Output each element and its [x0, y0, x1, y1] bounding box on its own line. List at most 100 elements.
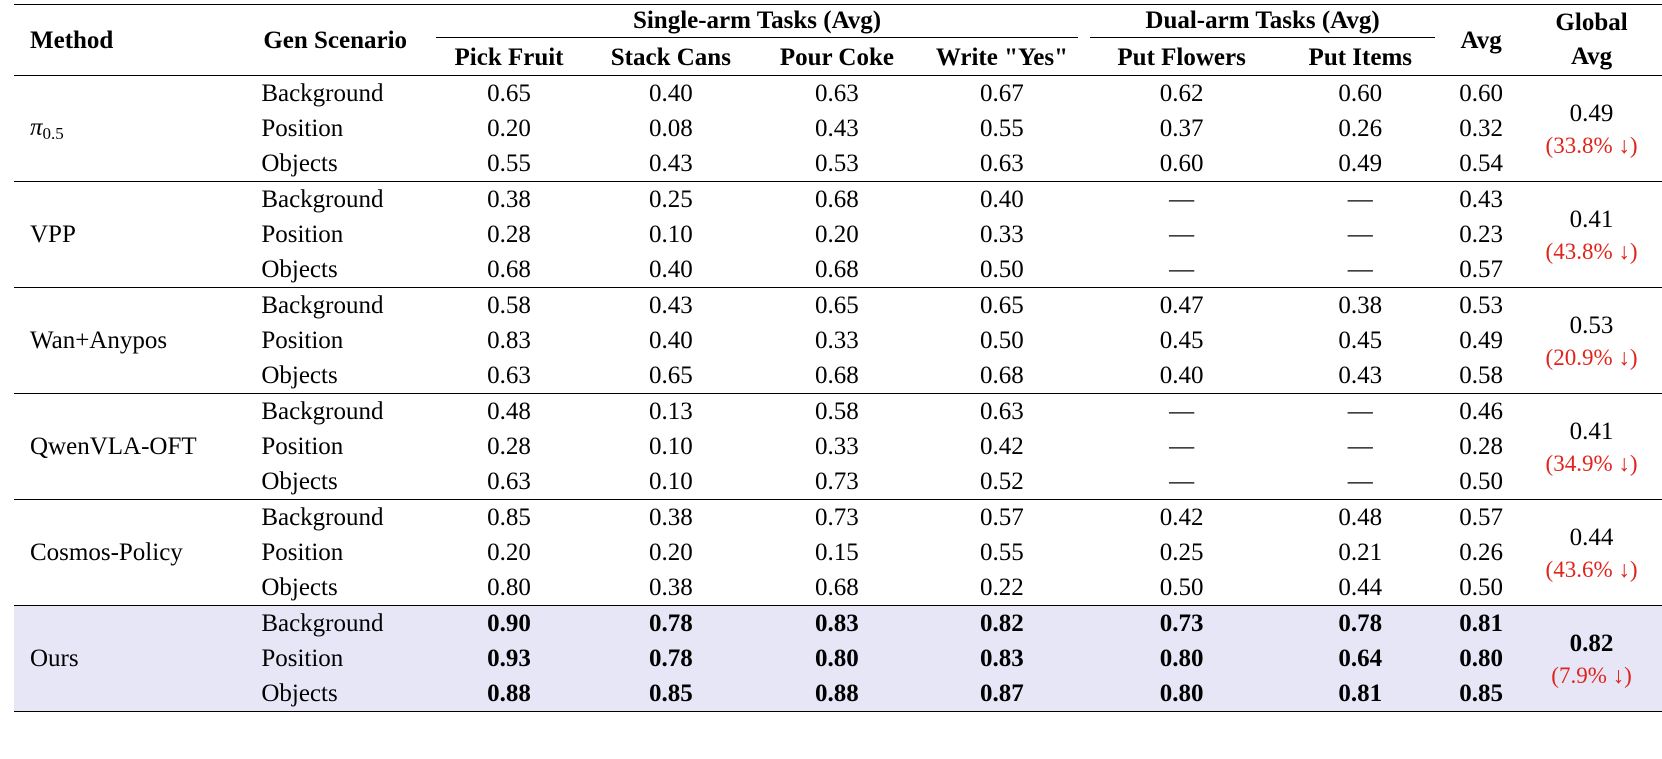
score-cell: —	[1169, 433, 1195, 460]
scenario-cell: Objects	[247, 358, 431, 394]
score-cell: 0.80	[1083, 641, 1280, 676]
method-name-subscript: 0.5	[42, 124, 64, 143]
score-cell: —	[1347, 221, 1373, 248]
score-cell: 0.49	[1279, 146, 1442, 182]
avg-cell: 0.58	[1441, 358, 1522, 394]
score-cell: 0.80	[430, 570, 588, 606]
global-avg-value: 0.41	[1569, 205, 1614, 233]
score-cell: 0.68	[815, 186, 859, 213]
score-cell: 0.25	[1159, 539, 1204, 566]
scenario-cell: Objects	[247, 252, 431, 288]
avg-cell: 0.80	[1441, 641, 1522, 676]
score-cell: 0.21	[1338, 539, 1383, 566]
table-row: Cosmos-Policy Background 0.85 0.38 0.73 0.57 0…	[14, 499, 1662, 606]
header-single-arm-group: Single-arm Tasks (Avg)	[430, 5, 1084, 41]
score-cell: —	[1169, 186, 1195, 213]
scenario-cell: Background	[261, 80, 384, 107]
global-avg-drop: (34.9% ↓)	[1545, 450, 1638, 476]
header-task-put-flowers: Put Flowers	[1117, 44, 1246, 71]
score-cell: 0.85	[487, 504, 531, 531]
scenario-cell: Background	[261, 504, 384, 531]
table-header: Method Gen Scenario Single-arm Tasks (Av…	[14, 4, 1662, 76]
score-cell: 0.73	[815, 504, 859, 531]
table-row: Position 0.28 0.10 0.20 0.33 — — 0.23	[14, 217, 1662, 252]
avg-cell: 0.28	[1459, 433, 1504, 460]
avg-cell: 0.32	[1459, 115, 1504, 142]
table-row: Position 0.28 0.10 0.33 0.42 — — 0.28	[14, 429, 1662, 464]
score-cell: 0.47	[1159, 292, 1204, 319]
score-cell: 0.22	[919, 570, 1084, 606]
score-cell: 0.58	[487, 292, 531, 319]
score-cell: 0.28	[487, 433, 531, 460]
score-cell: 0.20	[648, 539, 693, 566]
scenario-cell: Position	[261, 327, 344, 354]
global-avg-value: 0.41	[1569, 417, 1614, 445]
method-name-text: Ours	[30, 645, 79, 672]
score-cell: 0.55	[980, 115, 1024, 142]
score-cell: 0.68	[919, 358, 1084, 394]
global-avg-drop: (33.8% ↓)	[1545, 132, 1638, 158]
method-name: VPP	[14, 181, 248, 288]
global-avg-cell: 0.53 (20.9% ↓)	[1521, 287, 1662, 394]
score-cell: 0.63	[980, 398, 1024, 425]
table-row: Position 0.20 0.08 0.43 0.55 0.37 0.26 0.32	[14, 111, 1662, 146]
dual-arm-group-label: Dual-arm Tasks (Avg)	[1089, 8, 1436, 38]
score-cell: 0.58	[815, 398, 859, 425]
score-cell: 0.93	[430, 641, 588, 676]
score-cell: 0.73	[1083, 605, 1280, 641]
table-row: Objects 0.63 0.65 0.68 0.68 0.40 0.43 0.58	[14, 358, 1662, 394]
scenario-cell: Position	[261, 433, 344, 460]
score-cell: 0.81	[1279, 676, 1442, 712]
score-cell: 0.33	[980, 221, 1024, 248]
global-avg-value: 0.53	[1569, 311, 1614, 339]
score-cell: 0.43	[815, 115, 859, 142]
avg-cell: 0.43	[1459, 186, 1504, 213]
score-cell: 0.55	[430, 146, 588, 182]
global-avg-cell: 0.41 (43.8% ↓)	[1521, 181, 1662, 288]
score-cell: 0.57	[980, 504, 1024, 531]
global-avg-cell: 0.44 (43.6% ↓)	[1521, 499, 1662, 606]
header-global-avg-line1: Global	[1555, 9, 1628, 37]
table-row: Objects 0.63 0.10 0.73 0.52— —0.50	[14, 464, 1662, 500]
score-cell: —	[1083, 252, 1280, 288]
header-task-pour-coke: Pour Coke	[779, 44, 894, 71]
score-cell: 0.42	[980, 433, 1024, 460]
single-arm-group-label: Single-arm Tasks (Avg)	[436, 8, 1078, 38]
score-cell: 0.38	[587, 570, 754, 606]
table-body: π0.5 Background 0.65 0.40 0.63 0.67 0.62 0.60 0.…	[14, 75, 1662, 712]
score-cell: 0.65	[487, 80, 531, 107]
score-cell: 0.55	[980, 539, 1024, 566]
score-cell: 0.10	[587, 464, 754, 500]
scenario-cell: Objects	[247, 676, 431, 712]
avg-cell: 0.50	[1441, 464, 1522, 500]
avg-cell: 0.57	[1441, 252, 1522, 288]
method-name-text: π	[30, 114, 43, 141]
global-avg-cell: 0.41 (34.9% ↓)	[1521, 393, 1662, 500]
score-cell: —	[1279, 252, 1442, 288]
score-cell: 0.68	[753, 570, 920, 606]
global-avg-value: 0.82	[1569, 629, 1614, 657]
score-cell: 0.68	[753, 358, 920, 394]
scenario-cell: Objects	[247, 570, 431, 606]
score-cell: 0.63	[430, 464, 588, 500]
score-cell: 0.50	[980, 327, 1024, 354]
score-cell: 0.78	[587, 605, 754, 641]
scenario-cell: Position	[261, 221, 344, 248]
score-cell: 0.38	[487, 186, 531, 213]
scenario-cell: Position	[247, 641, 431, 676]
score-cell: 0.53	[753, 146, 920, 182]
score-cell: 0.65	[815, 292, 859, 319]
score-cell: 0.83	[487, 327, 531, 354]
table-row: Position 0.20 0.20 0.15 0.55 0.25 0.21 0.26	[14, 535, 1662, 570]
header-task-pick-fruit: Pick Fruit	[454, 44, 564, 71]
score-cell: 0.63	[815, 80, 859, 107]
global-avg-drop: (20.9% ↓)	[1545, 344, 1638, 370]
header-global-avg-line2: Avg	[1570, 43, 1613, 70]
score-cell: 0.62	[1159, 80, 1204, 107]
score-cell: 0.33	[815, 327, 859, 354]
score-cell: —	[1083, 464, 1280, 500]
score-cell: 0.85	[587, 676, 754, 712]
avg-cell: 0.57	[1459, 504, 1504, 531]
score-cell: 0.83	[919, 641, 1084, 676]
